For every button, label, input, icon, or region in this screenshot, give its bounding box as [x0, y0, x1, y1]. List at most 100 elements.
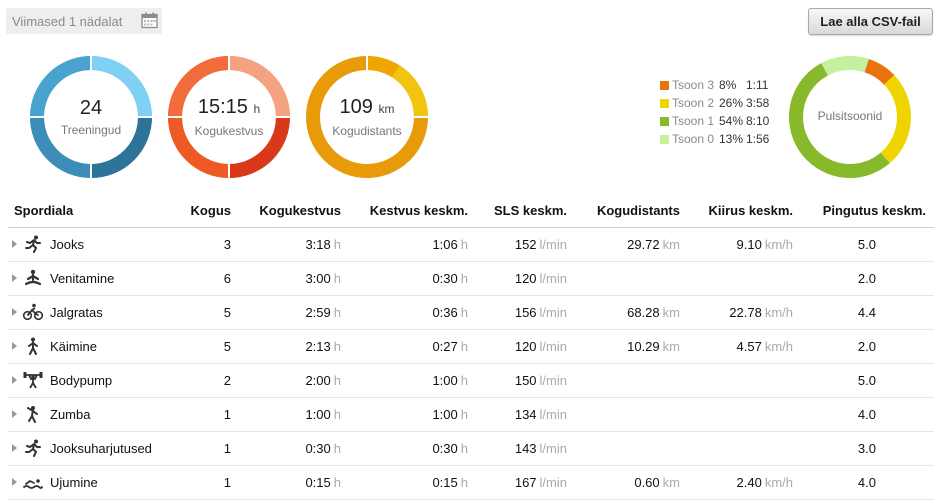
effort-cell: 4.4	[793, 295, 934, 330]
table-row[interactable]: Zumba 1 1:00 h 1:00 h 134 l/min 4.0	[8, 397, 934, 432]
avg-duration-cell: 1:00 h	[341, 397, 468, 432]
zone-2-swatch	[660, 98, 669, 108]
expand-arrow-icon[interactable]	[12, 342, 17, 350]
column-header-count[interactable]: Kogus	[178, 195, 231, 228]
weightlifting-icon	[23, 371, 43, 389]
period-selector[interactable]: Viimased 1 nädalat	[6, 8, 162, 34]
duration-label: Kogukestvus	[194, 124, 264, 138]
count-value: 1	[223, 440, 231, 456]
table-row[interactable]: Käimine 5 2:13 h 0:27 h 120 l/min 10.29 km 4…	[8, 329, 934, 364]
effort-value: 4.0	[857, 406, 876, 422]
hour-unit: h	[333, 372, 341, 388]
table-row[interactable]: Jalgratas 5 2:59 h 0:36 h 156 l/min 68.28 km…	[8, 295, 934, 330]
column-header-speed[interactable]: Kiirus keskm.	[680, 195, 793, 228]
effort-cell: 5.0	[793, 227, 934, 262]
calendar-icon[interactable]	[141, 12, 158, 29]
hour-unit: h	[333, 338, 341, 354]
count-cell: 1	[178, 431, 231, 466]
column-header-distance[interactable]: Kogudistants	[567, 195, 680, 228]
kmh-unit: km/h	[764, 304, 793, 320]
sls-cell: 134 l/min	[468, 397, 567, 432]
expand-arrow-icon[interactable]	[12, 274, 17, 282]
expand-arrow-icon[interactable]	[12, 410, 17, 418]
sport-cell: Jooksuharjutused	[8, 431, 178, 466]
avg-duration-value: 0:15	[432, 474, 458, 490]
workouts-ring: 24 Treeningud	[29, 55, 153, 179]
hour-unit: h	[460, 236, 468, 252]
count-cell: 3	[178, 227, 231, 262]
zone-name: Tsoon 1	[672, 114, 715, 128]
duration-ring: 15:15 h Kogukestvus	[167, 55, 291, 179]
avg-duration-cell: 0:15 h	[341, 465, 468, 500]
effort-cell: 3.0	[793, 431, 934, 466]
kmh-unit: km/h	[764, 474, 793, 490]
speed-value: 9.10	[736, 236, 762, 252]
sport-name: Jooks	[50, 236, 84, 252]
expand-arrow-icon[interactable]	[12, 478, 17, 486]
column-header-sls[interactable]: SLS keskm.	[468, 195, 567, 228]
effort-cell: 2.0	[793, 261, 934, 296]
distance-cell	[567, 431, 680, 466]
workouts-value: 24	[79, 97, 103, 119]
avg-duration-value: 1:00	[432, 372, 458, 388]
zone-row: Tsoon 1 54% 8:10	[660, 112, 769, 130]
zone-name: Tsoon 0	[672, 132, 715, 146]
effort-cell: 4.0	[793, 397, 934, 432]
table-row[interactable]: Venitamine 6 3:00 h 0:30 h 120 l/min 2.0	[8, 261, 934, 296]
expand-arrow-icon[interactable]	[12, 240, 17, 248]
sports-table: Spordiala Kogus Kogukestvus Kestvus kesk…	[8, 195, 934, 500]
effort-value: 2.0	[857, 270, 876, 286]
zone-name: Tsoon 2	[672, 96, 715, 110]
zone-time: 1:56	[746, 132, 770, 146]
walking-icon	[23, 337, 43, 355]
lmin-unit: l/min	[539, 474, 567, 490]
zone-row: Tsoon 3 8% 1:11	[660, 76, 769, 94]
download-csv-button[interactable]: Lae alla CSV-fail	[808, 8, 933, 35]
avg-duration-cell: 0:27 h	[341, 329, 468, 364]
count-value: 5	[223, 304, 231, 320]
avg-duration-cell: 0:36 h	[341, 295, 468, 330]
kmh-unit: km/h	[764, 338, 793, 354]
column-header-sport[interactable]: Spordiala	[8, 195, 178, 228]
avg-duration-value: 0:36	[432, 304, 458, 320]
avg-duration-cell: 1:00 h	[341, 363, 468, 398]
dance-icon	[23, 405, 43, 423]
sls-value: 156	[514, 304, 537, 320]
table-row[interactable]: Bodypump 2 2:00 h 1:00 h 150 l/min 5.0	[8, 363, 934, 398]
expand-arrow-icon[interactable]	[12, 308, 17, 316]
heart-zone-segment-2	[789, 56, 911, 178]
column-header-total-duration[interactable]: Kogukestvus	[231, 195, 341, 228]
table-row[interactable]: Ujumine 1 0:15 h 0:15 h 167 l/min 0.60 km 2.…	[8, 465, 934, 500]
count-value: 2	[223, 372, 231, 388]
km-unit: km	[662, 338, 680, 354]
hour-unit: h	[333, 304, 341, 320]
hour-unit: h	[333, 270, 341, 286]
workouts-ring-graphic	[30, 56, 152, 178]
column-header-effort[interactable]: Pingutus keskm.	[793, 195, 934, 228]
zone-time: 3:58	[746, 96, 770, 110]
total-duration-cell: 0:15 h	[231, 465, 341, 500]
sport-cell: Venitamine	[8, 261, 178, 296]
column-header-avg-duration[interactable]: Kestvus keskm.	[341, 195, 468, 228]
zone-percent: 54%	[719, 114, 744, 128]
total-duration-cell: 1:00 h	[231, 397, 341, 432]
sport-cell: Ujumine	[8, 465, 178, 500]
count-cell: 1	[178, 397, 231, 432]
lmin-unit: l/min	[539, 270, 567, 286]
table-row[interactable]: Jooksuharjutused 1 0:30 h 0:30 h 143 l/min …	[8, 431, 934, 466]
effort-value: 4.4	[857, 304, 876, 320]
hour-unit: h	[460, 304, 468, 320]
hour-unit: h	[460, 474, 468, 490]
expand-arrow-icon[interactable]	[12, 444, 17, 452]
duration-ring-graphic	[168, 56, 290, 178]
sport-name: Käimine	[50, 338, 97, 354]
distance-cell: 0.60 km	[567, 465, 680, 500]
distance-cell: 29.72 km	[567, 227, 680, 262]
zone-percent: 13%	[719, 132, 744, 146]
distance-value: 10.29	[627, 338, 660, 354]
table-row[interactable]: Jooks 3 3:18 h 1:06 h 152 l/min 29.72 km 9.1…	[8, 227, 934, 262]
sls-cell: 150 l/min	[468, 363, 567, 398]
heart-zone-ring: Pulsitsoonid	[788, 55, 912, 179]
sport-cell: Jalgratas	[8, 295, 178, 330]
expand-arrow-icon[interactable]	[12, 376, 17, 384]
